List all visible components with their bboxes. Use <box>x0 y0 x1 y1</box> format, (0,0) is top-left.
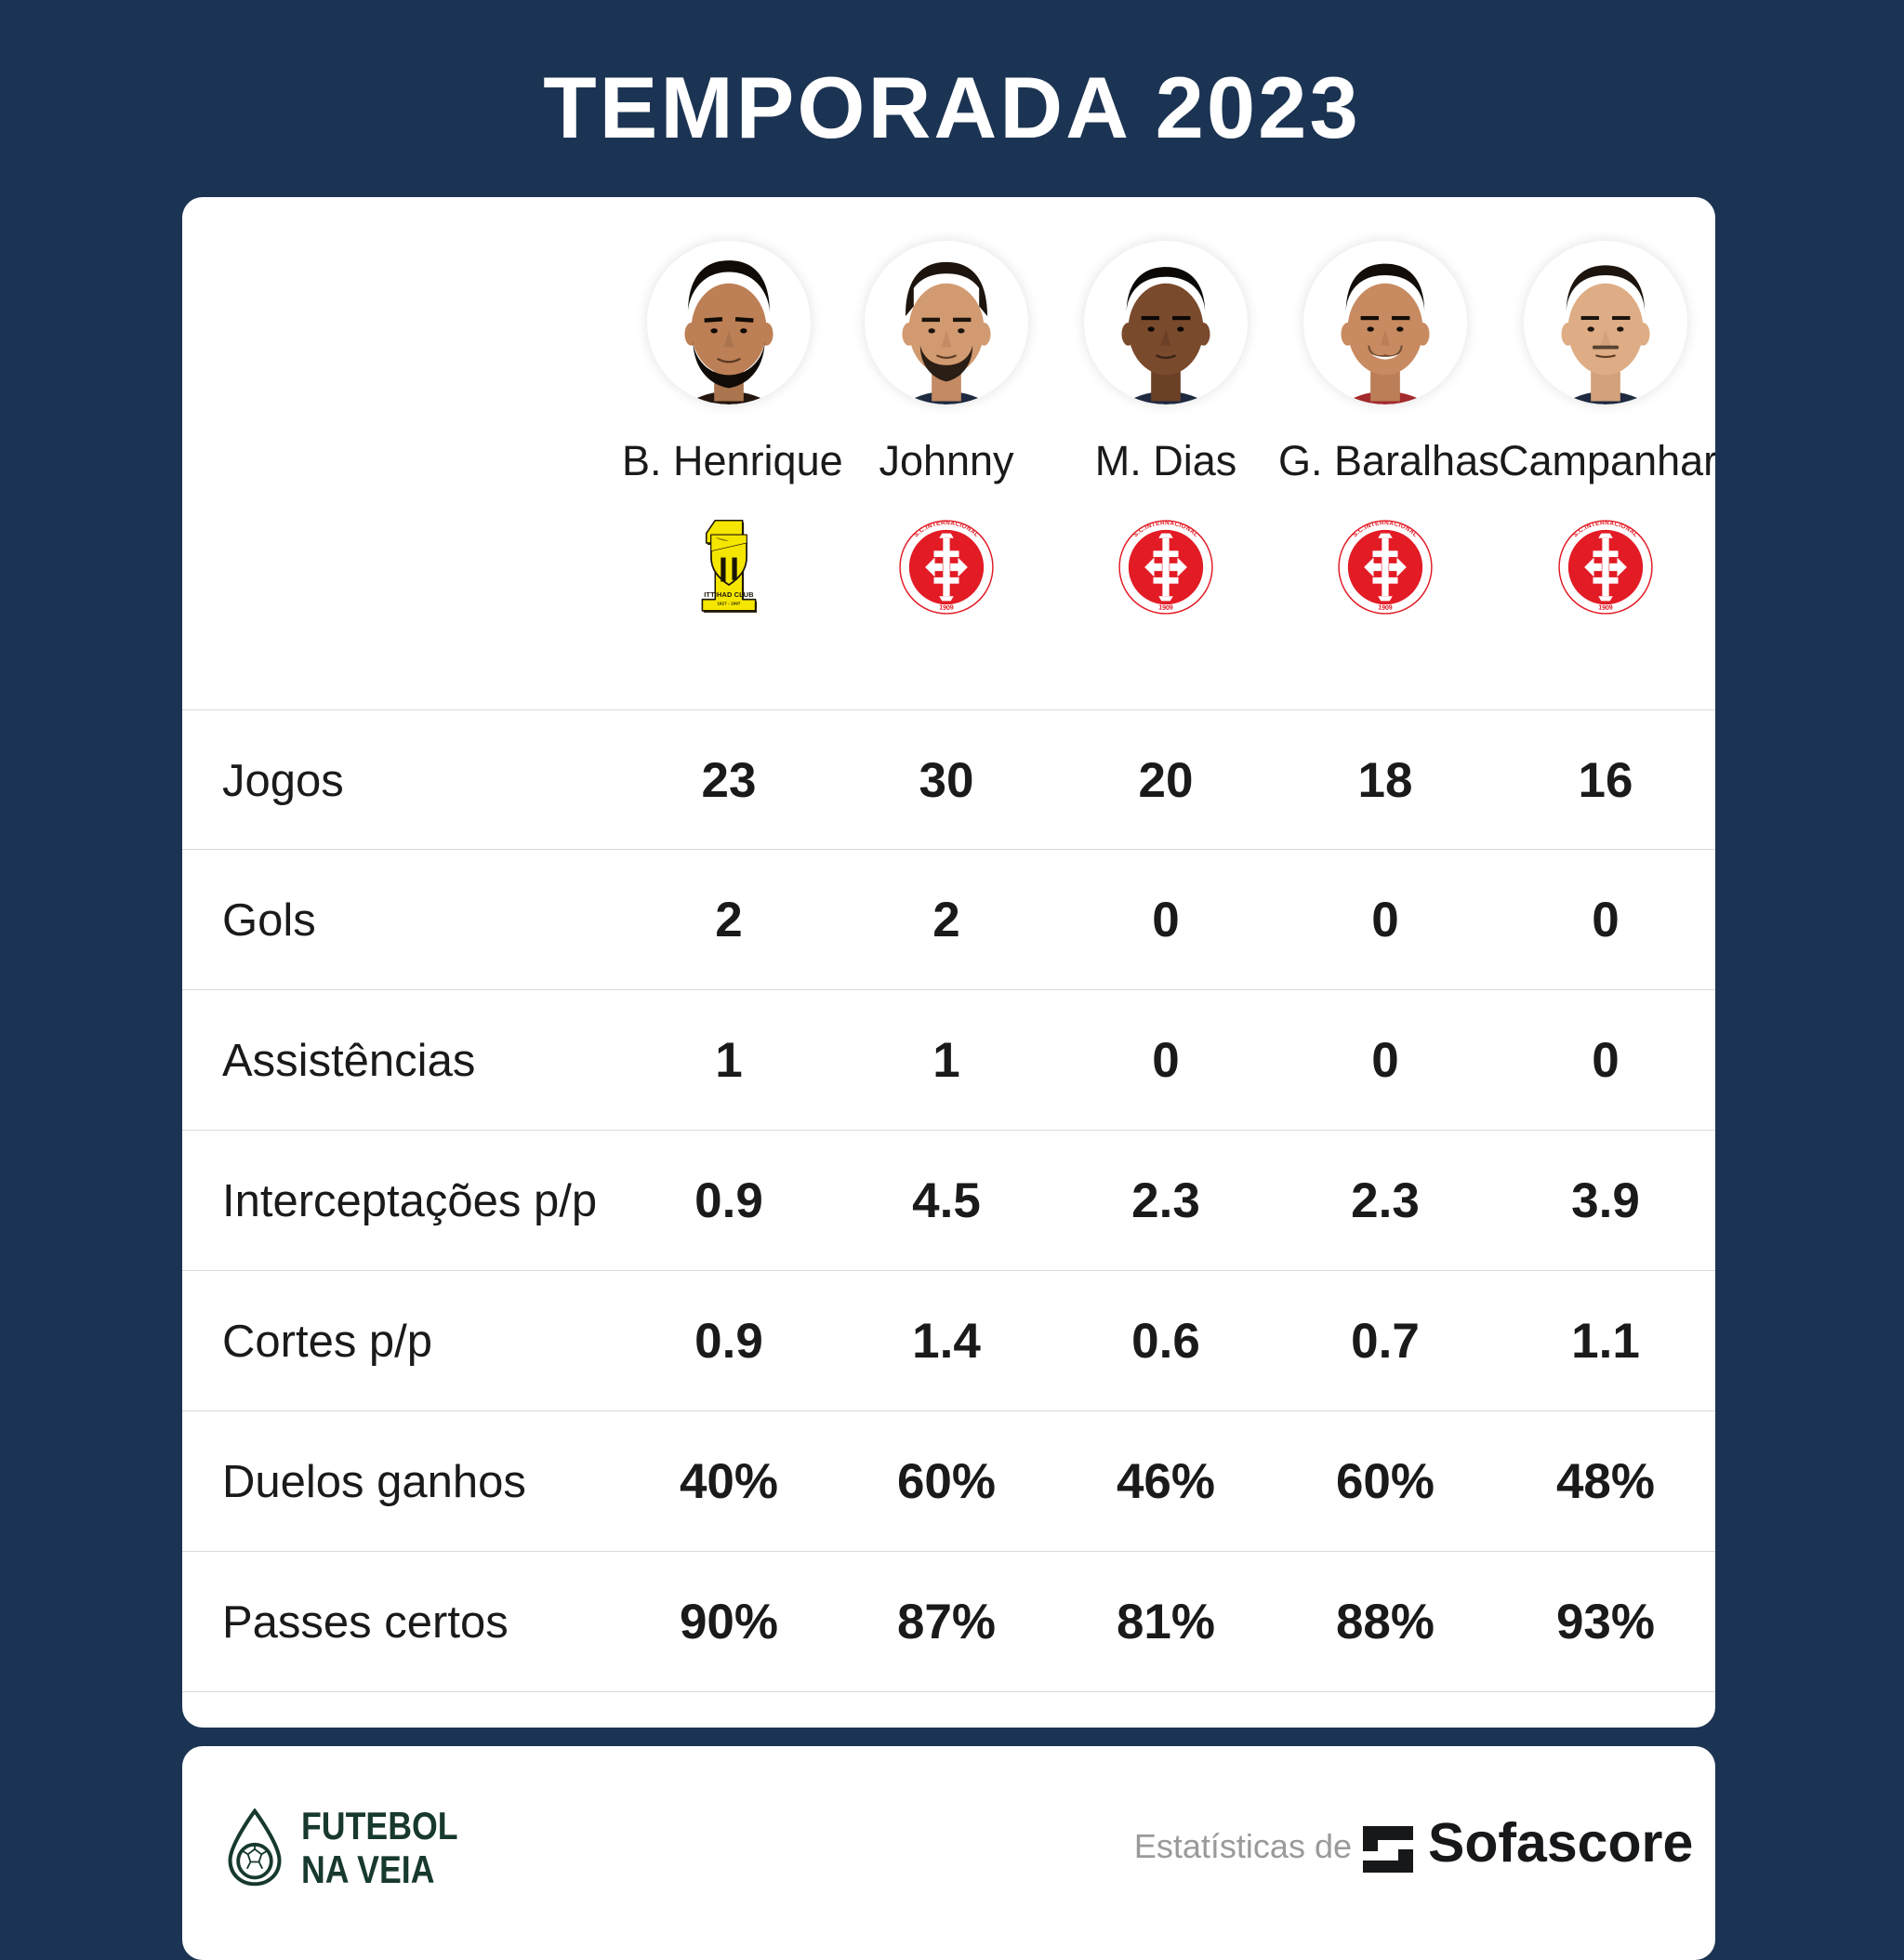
svg-text:Sofascore: Sofascore <box>1428 1821 1693 1873</box>
